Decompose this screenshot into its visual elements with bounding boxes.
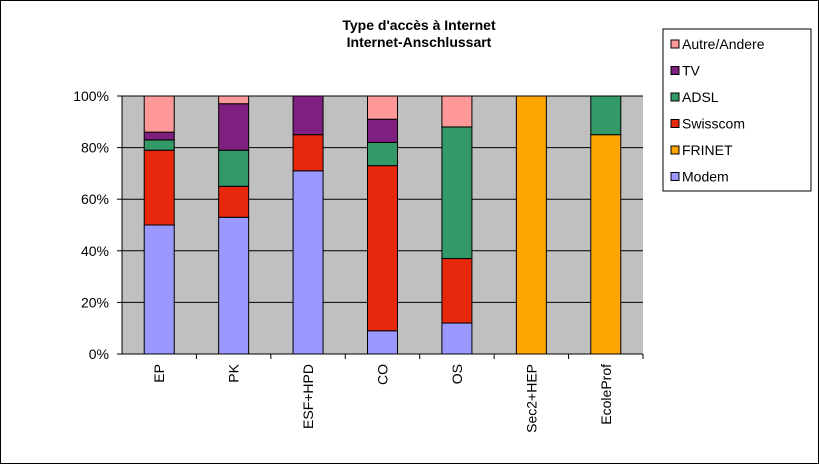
x-category-label: ESF+HPD xyxy=(300,364,316,429)
bar-segment-autre-andere xyxy=(218,95,250,105)
legend-label: Modem xyxy=(682,169,729,185)
y-tick-label: 20% xyxy=(81,294,109,310)
x-category-label: OS xyxy=(449,364,465,384)
bar-segment-tv xyxy=(292,95,324,136)
bar-segment-modem xyxy=(292,170,324,355)
x-category-label: EP xyxy=(151,364,167,383)
plot-area: 0% 20% 40% 60% 80% 100% EP PK ESF+HPD CO OS Sec2+HE… xyxy=(73,88,644,433)
legend-swatch xyxy=(670,145,680,155)
x-category-label: PK xyxy=(226,363,242,382)
bar-segment-adsl xyxy=(590,95,622,136)
legend-label: Swisscom xyxy=(682,116,745,132)
legend-swatch xyxy=(670,92,680,102)
legend-swatch xyxy=(670,172,680,181)
bar-segment-adsl xyxy=(367,141,398,167)
chart-title-line-1: Type d'accès à Internet xyxy=(342,17,496,33)
legend-label: FRINET xyxy=(682,142,733,158)
x-category-label: Sec2+HEP xyxy=(523,364,539,433)
bar-segment-swisscom xyxy=(441,258,473,324)
y-tick-label: 0% xyxy=(89,346,109,362)
bar-segment-swisscom xyxy=(367,165,398,332)
y-tick-label: 80% xyxy=(81,140,109,156)
bar-segment-modem xyxy=(143,224,175,355)
legend-label: ADSL xyxy=(682,89,719,105)
bar-segment-tv xyxy=(367,118,398,143)
bar-segment-tv xyxy=(218,103,250,151)
y-tick-label: 40% xyxy=(81,243,109,259)
bar-segment-autre-andere xyxy=(367,95,398,120)
legend-label: TV xyxy=(682,63,701,79)
bar-segment-swisscom xyxy=(292,134,324,172)
bar-segment-autre-andere xyxy=(441,95,473,128)
bar-segment-modem xyxy=(218,216,250,355)
bar-segment-autre-andere xyxy=(143,95,175,133)
bar-segment-adsl xyxy=(143,139,175,151)
legend-label: Autre/Andere xyxy=(682,36,765,52)
bar-segment-modem xyxy=(441,322,473,355)
bar-segment-modem xyxy=(367,330,398,355)
y-tick-label: 60% xyxy=(81,191,109,207)
bar-segment-frinet xyxy=(590,134,622,355)
x-category-label: CO xyxy=(375,364,391,385)
bar-segment-swisscom xyxy=(143,149,175,226)
bar-segment-adsl xyxy=(441,126,473,260)
y-tick-label: 100% xyxy=(73,88,109,104)
legend-swatch xyxy=(670,39,680,49)
legend-box xyxy=(662,28,812,192)
legend-swatch xyxy=(670,66,680,75)
x-category-label: EcoleProf xyxy=(598,364,614,425)
bar-segment-frinet xyxy=(515,95,547,355)
legend: Autre/Andere TV ADSL Swisscom FRINET Modem xyxy=(662,28,812,192)
legend-swatch xyxy=(670,119,680,128)
chart-title-line-2: Internet-Anschlussart xyxy=(347,34,492,50)
bar-segment-tv xyxy=(143,131,175,141)
bar-segment-adsl xyxy=(218,149,250,187)
bar-segment-swisscom xyxy=(218,185,250,218)
